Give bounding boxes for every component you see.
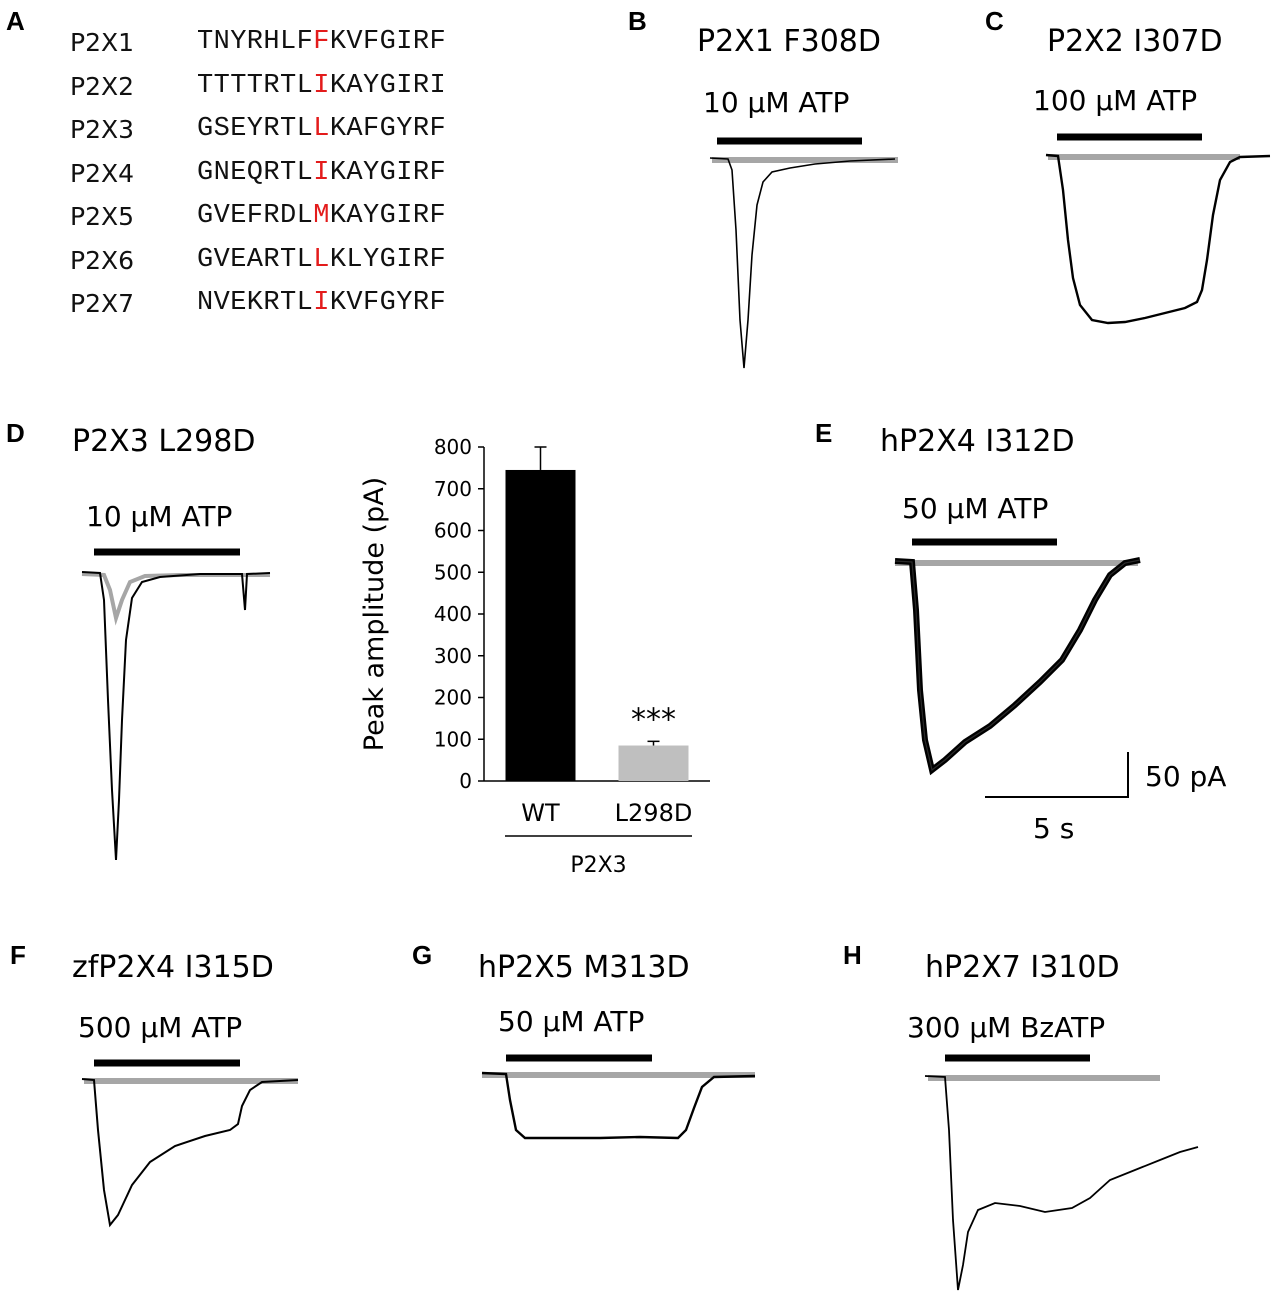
sequence-segment: KAFGYRF xyxy=(329,114,447,144)
alignment-row-sequence: TTTTRTLIKAYGIRI xyxy=(197,71,446,101)
scale-bar-current-label: 50 pA xyxy=(1145,760,1227,793)
y-tick-label: 200 xyxy=(434,686,472,710)
agonist-label-h: 300 µM BzATP xyxy=(907,1011,1106,1044)
highlighted-residue: I xyxy=(313,70,330,101)
sequence-segment: KAYGIRF xyxy=(329,201,447,231)
trace-mutant-e xyxy=(894,557,1141,776)
highlighted-residue: M xyxy=(313,201,330,231)
trace-mutant-f xyxy=(81,1078,299,1228)
highlighted-residue: I xyxy=(313,157,330,188)
alignment-row-name: P2X4 xyxy=(70,158,135,188)
sequence-segment: GNEQRTL xyxy=(197,157,314,188)
alignment-row-name: P2X6 xyxy=(70,245,135,275)
sequence-segment: KVFGYRF xyxy=(329,288,447,318)
agonist-label-e: 50 µM ATP xyxy=(902,492,1049,525)
scale-bar xyxy=(985,752,1129,798)
group-label: P2X3 xyxy=(570,853,626,878)
agonist-label-d: 10 µM ATP xyxy=(86,500,233,533)
scale-bar-time-label: 5 s xyxy=(1033,812,1075,845)
trace-mutant-b xyxy=(709,157,896,369)
alignment-row-sequence: GVEARTLLKLYGIRF xyxy=(197,245,446,275)
trace-title-g: hP2X5 M313D xyxy=(478,950,690,985)
y-tick-label: 600 xyxy=(434,519,472,543)
trace-mutant-e-core xyxy=(894,559,1141,772)
y-tick-label: 400 xyxy=(434,602,472,626)
y-tick-label: 300 xyxy=(434,644,472,668)
sequence-segment: KVFGIRF xyxy=(329,27,447,57)
sequence-segment: TTTTRTL xyxy=(197,70,314,101)
trace-title-b: P2X1 F308D xyxy=(697,24,881,59)
alignment-row-sequence: GVEFRDLMKAYGIRF xyxy=(197,201,446,231)
agonist-label-f: 500 µM ATP xyxy=(78,1011,243,1044)
highlighted-residue: L xyxy=(313,114,330,144)
trace-title-e: hP2X4 I312D xyxy=(880,424,1075,459)
sequence-segment: NVEKRTL xyxy=(197,288,314,318)
sequence-segment: KLYGIRF xyxy=(329,244,447,275)
y-tick-label: 100 xyxy=(434,727,472,751)
panel-letter-d: D xyxy=(6,418,25,448)
x-category-label: WT xyxy=(521,799,560,827)
bar-wt xyxy=(505,469,576,781)
trace-title-d: P2X3 L298D xyxy=(72,424,256,459)
y-axis-label: Peak amplitude (pA) xyxy=(359,477,390,751)
x-category-label: L298D xyxy=(615,799,693,827)
agonist-label-g: 50 µM ATP xyxy=(498,1005,645,1038)
highlighted-residue: F xyxy=(313,27,330,57)
trace-title-f: zfP2X4 I315D xyxy=(72,950,274,985)
trace-mutant-c xyxy=(1045,153,1271,325)
y-tick-label: 800 xyxy=(434,435,472,459)
panel-letter-c: C xyxy=(985,6,1004,36)
panel-letter-a: A xyxy=(6,6,25,36)
y-tick-label: 700 xyxy=(434,477,472,501)
agonist-label-b: 10 µM ATP xyxy=(703,86,850,119)
sequence-segment: GSEYRTL xyxy=(197,114,314,144)
panel-letter-h: H xyxy=(843,940,862,970)
trace-mutant-d xyxy=(81,571,271,861)
alignment-row-sequence: GNEQRTLIKAYGIRF xyxy=(197,158,446,188)
alignment-row-name: P2X2 xyxy=(70,71,135,101)
panel-letter-g: G xyxy=(412,940,433,970)
significance-annotation: *** xyxy=(631,702,676,737)
trace-title-c: P2X2 I307D xyxy=(1047,24,1223,59)
alignment-row-name: P2X1 xyxy=(70,28,135,57)
alignment-row-sequence: TNYRHLFFKVFGIRF xyxy=(197,27,446,57)
y-tick-label: 0 xyxy=(459,769,472,793)
alignment-row-sequence: NVEKRTLIKVFGYRF xyxy=(197,288,446,318)
highlighted-residue: I xyxy=(313,288,330,318)
sequence-segment: KAYGIRF xyxy=(329,157,447,188)
peak-amplitude-bar-chart: 0 100 200 300 400 500 600 700 800 Peak amplitude … xyxy=(359,435,710,878)
trace-wt-d xyxy=(81,572,270,626)
alignment-row-name: P2X5 xyxy=(70,202,135,231)
y-tick-label: 500 xyxy=(434,560,472,584)
trace-mutant-h xyxy=(924,1075,1199,1291)
highlighted-residue: L xyxy=(313,244,330,275)
bar-l298d xyxy=(618,745,689,781)
sequence-segment: GVEARTL xyxy=(197,244,314,275)
agonist-label-c: 100 µM ATP xyxy=(1033,84,1198,117)
sequence-segment: TNYRHLF xyxy=(197,27,314,57)
sequence-segment: GVEFRDL xyxy=(197,201,314,231)
alignment-row-name: P2X7 xyxy=(70,289,135,318)
sequence-segment: KAYGIRI xyxy=(329,70,447,101)
panel-letter-f: F xyxy=(10,940,26,970)
panel-letter-b: B xyxy=(628,6,647,36)
alignment-row-name: P2X3 xyxy=(70,115,135,144)
trace-mutant-g xyxy=(481,1071,756,1140)
alignment-row-sequence: GSEYRTLLKAFGYRF xyxy=(197,114,446,144)
trace-title-h: hP2X7 I310D xyxy=(925,950,1120,985)
panel-letter-e: E xyxy=(815,418,833,448)
